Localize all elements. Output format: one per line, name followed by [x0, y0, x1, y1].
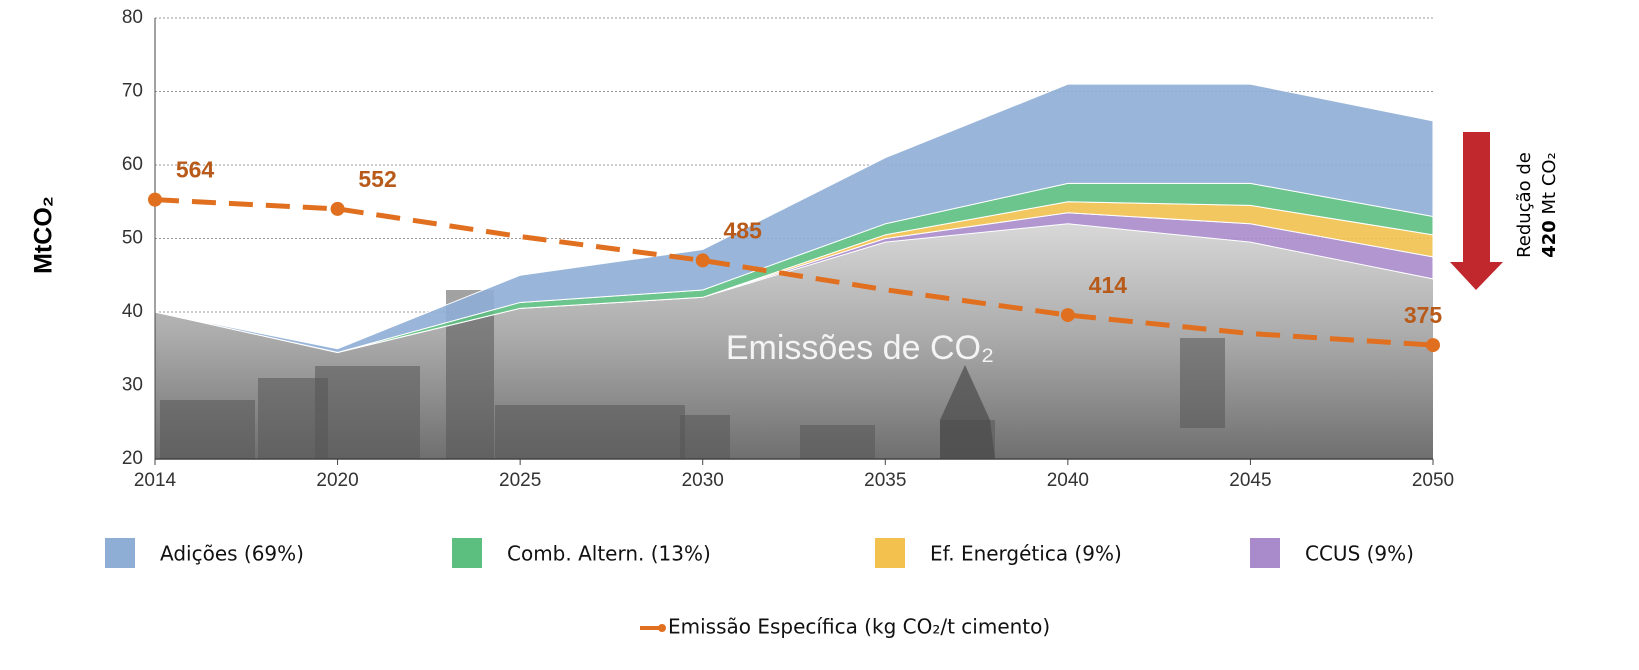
- y-axis-label: MtCO₂: [30, 196, 58, 274]
- background-building: [315, 366, 420, 459]
- legend-swatch: [1250, 538, 1280, 568]
- annotation-value: 420: [1539, 220, 1560, 258]
- background-building: [680, 415, 730, 459]
- background-building: [800, 425, 875, 459]
- y-tick-label: 80: [122, 7, 143, 28]
- data-label: 552: [358, 166, 396, 192]
- x-tick-label: 2020: [316, 470, 358, 491]
- data-label: 485: [724, 218, 763, 244]
- specific-emission-line: [154, 197, 1434, 348]
- background-tower: [940, 365, 995, 459]
- annotation-text: 420 Mt CO₂: [1539, 152, 1560, 258]
- y-tick-label: 20: [122, 448, 143, 469]
- line-marker: [1426, 338, 1440, 353]
- annotation-text: Redução de: [1514, 152, 1535, 258]
- annotation-unit: Mt CO₂: [1539, 152, 1560, 214]
- legend-label: Comb. Altern. (13%): [507, 542, 711, 566]
- data-label: 375: [1404, 302, 1443, 328]
- y-tick-label: 50: [122, 228, 143, 249]
- y-tick-label: 70: [122, 81, 143, 102]
- legend-label: Ef. Energética (9%): [930, 542, 1122, 566]
- legend-swatch: [452, 538, 482, 568]
- background-building: [1180, 338, 1225, 428]
- line-marker: [330, 201, 345, 216]
- x-tick-label: 2030: [682, 470, 724, 491]
- reduction-arrow-head: [1450, 262, 1503, 290]
- plot-area: Emissões de CO₂: [154, 17, 1434, 460]
- x-tick-label: 2050: [1412, 470, 1454, 491]
- reduction-arrow: [1463, 132, 1490, 262]
- line-marker: [695, 253, 710, 268]
- legend-label: Adições (69%): [160, 542, 304, 566]
- background-building: [160, 400, 255, 459]
- legend-swatch: [875, 538, 905, 568]
- data-label: 564: [176, 157, 215, 183]
- line-marker: [148, 192, 162, 207]
- x-tick-label: 2025: [499, 470, 541, 491]
- legend-swatch: [105, 538, 135, 568]
- stacked-area: [154, 83, 1434, 353]
- line-marker: [1060, 308, 1075, 323]
- data-label: 414: [1089, 272, 1128, 298]
- y-tick-label: 60: [122, 154, 143, 175]
- x-tick-label: 2014: [134, 470, 177, 491]
- legend-label: CCUS (9%): [1305, 542, 1414, 566]
- legend-marker: [658, 624, 666, 632]
- y-tick-label: 30: [122, 375, 143, 396]
- legend-label: Emissão Específica (kg CO₂/t cimento): [668, 615, 1050, 639]
- y-tick-label: 40: [122, 301, 143, 322]
- x-tick-label: 2035: [864, 470, 906, 491]
- x-tick-label: 2040: [1047, 470, 1089, 491]
- area-label: Emissões de CO₂: [726, 329, 994, 367]
- x-tick-label: 2045: [1229, 470, 1271, 491]
- background-building: [495, 405, 685, 459]
